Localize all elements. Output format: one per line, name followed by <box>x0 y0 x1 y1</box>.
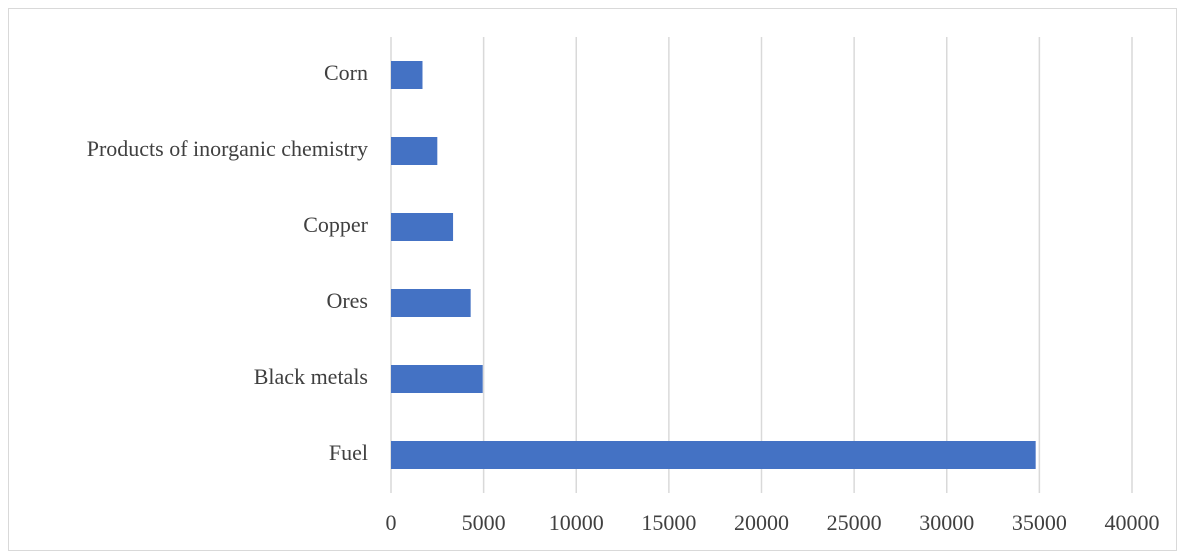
x-tick-label: 25000 <box>827 510 882 535</box>
chart-frame <box>8 8 1177 551</box>
x-tick-label: 20000 <box>734 510 789 535</box>
y-tick-label: Corn <box>324 60 368 85</box>
y-tick-label: Products of inorganic chemistry <box>87 136 368 161</box>
bar <box>391 213 454 241</box>
x-tick-label: 35000 <box>1012 510 1067 535</box>
y-tick-label: Fuel <box>329 440 368 465</box>
x-tick-label: 40000 <box>1105 510 1160 535</box>
bar <box>391 137 438 165</box>
y-tick-label: Ores <box>326 288 368 313</box>
bar <box>391 289 471 317</box>
bar <box>391 365 483 393</box>
x-tick-label: 15000 <box>641 510 696 535</box>
x-tick-label: 5000 <box>462 510 506 535</box>
bar <box>391 441 1036 469</box>
x-tick-label: 30000 <box>919 510 974 535</box>
bar <box>391 61 423 89</box>
x-tick-label: 10000 <box>549 510 604 535</box>
y-tick-label: Copper <box>303 212 368 237</box>
y-tick-label: Black metals <box>254 364 368 389</box>
x-tick-label: 0 <box>386 510 397 535</box>
